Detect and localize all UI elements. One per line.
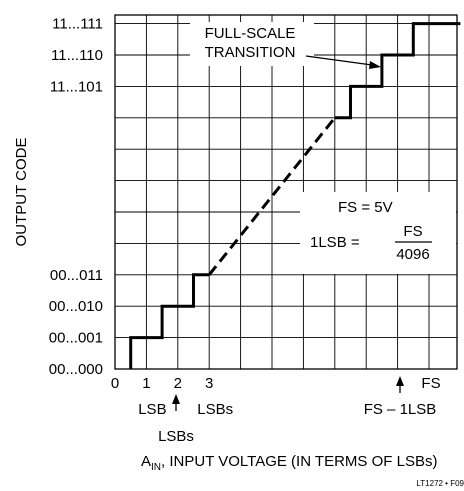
full-scale-label-line2: TRANSITION <box>205 44 296 61</box>
full-scale-arrow-icon <box>369 61 381 69</box>
x-tick-sublabel: LSB <box>138 401 166 418</box>
figure-footer-id: LT1272 • F09 <box>416 479 464 488</box>
x-tick-sublabel: LSBs <box>197 401 233 418</box>
formula-box-bg <box>300 192 456 274</box>
y-tick-label: 00...010 <box>49 298 103 315</box>
y-tick-label: 11...101 <box>50 78 103 95</box>
x-tick-label: FS <box>421 375 440 392</box>
fs-minus-arrow-icon <box>396 376 404 386</box>
plot-frame <box>114 14 458 370</box>
y-tick-label: 00...000 <box>49 361 103 378</box>
tick-labels: 00...000 00...001 00...010 00...011 11...101… <box>49 16 441 418</box>
y-axis-title: OUTPUT CODE <box>13 138 30 247</box>
x-axis-title-sub: IN <box>151 462 161 473</box>
two-lsb-label: LSBs <box>158 428 194 445</box>
lsb-equation-numerator: FS <box>403 223 422 240</box>
series-segment-1 <box>129 273 210 369</box>
two-lsb-arrow-icon <box>172 394 180 404</box>
fs-equation: FS = 5V <box>338 199 393 216</box>
y-tick-label: 00...011 <box>50 267 103 284</box>
y-tick-label: 00...001 <box>49 330 103 347</box>
full-scale-label-line1: FULL-SCALE <box>205 25 296 42</box>
x-axis-title: AIN, INPUT VOLTAGE (IN TERMS OF LSBs) <box>141 453 437 473</box>
y-tick-label: 11...111 <box>52 16 103 33</box>
x-axis-title-rest: , INPUT VOLTAGE (IN TERMS OF LSBs) <box>161 453 437 470</box>
series-layer <box>129 22 461 369</box>
x-tick-label: 1 <box>142 375 150 392</box>
lsb-equation-left: 1LSB = <box>310 234 360 251</box>
full-scale-pointer <box>305 55 373 66</box>
x-tick-label: 0 <box>111 375 119 392</box>
full-scale-callout-bg <box>190 22 314 66</box>
x-tick-label: 3 <box>205 375 213 392</box>
y-tick-label: 11...110 <box>51 47 103 64</box>
lsb-equation-denominator: 4096 <box>396 246 429 263</box>
x-axis-title-main: A <box>141 453 151 470</box>
series-segment-3 <box>334 22 461 120</box>
fs-minus-label: FS – 1LSB <box>364 401 437 418</box>
x-tick-label: 2 <box>174 375 182 392</box>
